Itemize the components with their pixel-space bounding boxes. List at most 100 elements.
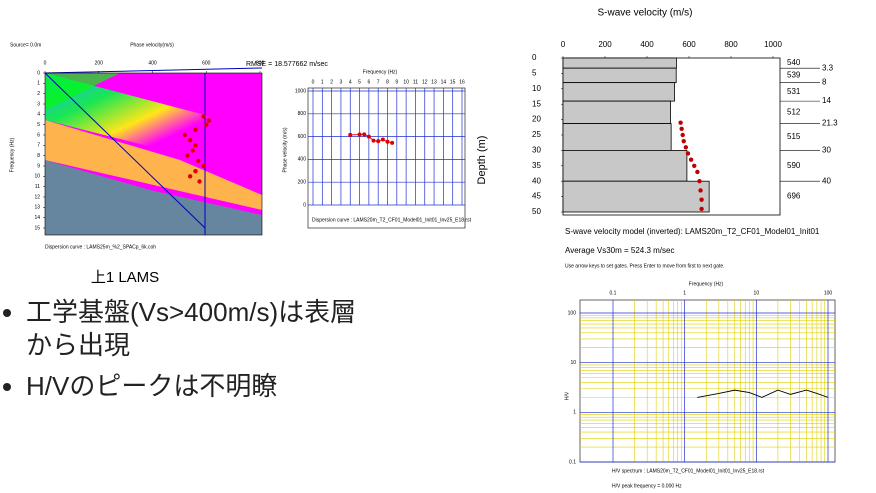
depth-label: 8 (822, 78, 827, 87)
y-tick-label: 100 (568, 310, 577, 316)
x-tick-label: 10 (403, 79, 409, 85)
y-tick-label: 1000 (295, 88, 306, 94)
data-point (191, 148, 195, 152)
x-tick-label: 600 (202, 60, 211, 66)
x-tick-label: 600 (682, 40, 696, 49)
y-tick-label: 0.1 (569, 459, 576, 465)
y-tick-label: 10 (532, 84, 541, 93)
average-label: Average Vs30m = 524.3 m/sec (565, 246, 674, 255)
x-tick-label: 0 (44, 60, 47, 66)
x-tick-label: 9 (395, 79, 398, 85)
velocity-label: 539 (787, 71, 801, 80)
observed-point (686, 151, 690, 155)
y-tick-label: 0 (532, 53, 537, 62)
x-tick-label: 4 (349, 79, 352, 85)
x-tick-label: 800 (724, 40, 738, 49)
y-tick-label: 25 (532, 130, 541, 139)
data-point (204, 122, 208, 126)
observed-point (679, 127, 683, 131)
depth-label: 14 (822, 96, 831, 105)
y-axis-title: Phase velocity (m/s) (282, 127, 288, 172)
data-point (188, 174, 192, 178)
x-tick-label: 400 (640, 40, 654, 49)
y-tick-label: 14 (34, 215, 40, 221)
x-tick-label: 11 (413, 79, 418, 85)
peak-label: H/V peak frequency = 0.000 Hz (612, 483, 682, 489)
x-tick-label: 14 (441, 79, 447, 85)
data-point (358, 133, 362, 137)
data-point (196, 159, 200, 163)
layer-bar (563, 101, 671, 123)
x-tick-label: 400 (148, 60, 157, 66)
y-tick-label: 11 (35, 184, 40, 190)
y-tick-label: 35 (532, 161, 541, 170)
velocity-label: 696 (787, 192, 801, 201)
source-label: Source= 0.0m (10, 42, 41, 48)
observed-point (692, 164, 696, 168)
velocity-label: 515 (787, 132, 801, 141)
y-tick-label: 200 (298, 180, 307, 186)
y-axis-title: Depth (m) (476, 136, 488, 185)
x-tick-label: 16 (459, 79, 465, 85)
chart-caption: S-wave velocity model (inverted): LAMS20… (565, 227, 820, 236)
x-tick-label: 10 (754, 290, 760, 296)
theory-line (45, 68, 262, 73)
observed-point (695, 170, 699, 174)
observed-point (699, 207, 703, 211)
y-axis-title: Frequency (Hz) (9, 137, 15, 172)
x-tick-label: 1000 (764, 40, 782, 49)
y-tick-label: 5 (532, 69, 537, 78)
slide: {"chart_data": [ {"type": "scatter", "ti… (0, 0, 876, 493)
observed-point (682, 139, 686, 143)
observed-point (698, 188, 702, 192)
observed-point (699, 197, 703, 201)
data-point (362, 132, 366, 136)
data-point (207, 118, 211, 122)
y-tick-label: 10 (570, 360, 576, 366)
x-tick-label: 0 (312, 79, 315, 85)
y-tick-label: 20 (532, 115, 541, 124)
y-tick-label: 45 (532, 192, 541, 201)
bullet: 工学基盤(Vs>400m/s)は表層から出現 (26, 296, 371, 362)
y-tick-label: 12 (34, 194, 40, 200)
velocity-label: 531 (787, 87, 801, 96)
y-axis-title: H/V (564, 391, 570, 400)
x-tick-label: 800 (256, 60, 265, 66)
y-tick-label: 9 (37, 163, 40, 169)
y-tick-label: 600 (298, 134, 307, 140)
data-point (185, 153, 189, 157)
layer-bar (563, 58, 676, 68)
data-point (372, 139, 376, 143)
y-tick-label: 4 (37, 112, 40, 118)
chart-caption: Dispersion curve : LAMS20m_T2_CF01_Model… (312, 217, 472, 223)
x-tick-label: 2 (330, 79, 333, 85)
y-tick-label: 7 (37, 143, 40, 149)
figure-caption: 上1 LAMS (91, 269, 159, 286)
y-tick-label: 2 (37, 91, 40, 97)
chart-caption: H/V spectrum : LAMS20m_T2_CF01_Model01_I… (612, 468, 765, 474)
data-point (367, 135, 371, 139)
data-point (197, 179, 201, 183)
x-tick-label: 8 (386, 79, 389, 85)
x-axis-title: S-wave velocity (m/s) (597, 8, 692, 19)
x-tick-label: 0 (561, 40, 566, 49)
data-point (188, 138, 192, 142)
x-tick-label: 12 (422, 79, 428, 85)
observed-point (684, 145, 688, 149)
observed-point (678, 120, 682, 124)
x-tick-label: 0.1 (610, 290, 617, 296)
x-tick-label: 1 (683, 290, 686, 296)
data-point (193, 128, 197, 132)
y-tick-label: 15 (34, 225, 40, 231)
x-tick-label: 1 (321, 79, 324, 85)
y-tick-label: 40 (532, 176, 541, 185)
x-axis-title: Frequency (Hz) (363, 69, 398, 75)
layer-bar (563, 181, 709, 212)
depth-label: 21.3 (822, 119, 838, 128)
y-tick-label: 30 (532, 146, 541, 155)
data-point (376, 139, 380, 143)
data-point (381, 137, 385, 141)
y-tick-label: 5 (37, 122, 40, 128)
x-tick-label: 200 (598, 40, 612, 49)
data-line (697, 390, 828, 397)
